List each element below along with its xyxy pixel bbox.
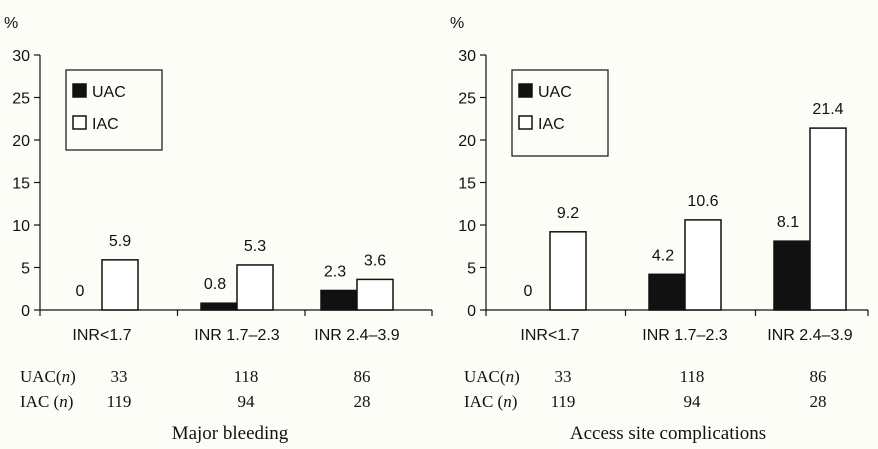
data-label-uac: 8.1: [777, 214, 799, 231]
data-label-iac: 9.2: [557, 205, 579, 222]
n-table-row-label: IAC (n): [20, 392, 73, 411]
bar-iac-inr-1-7-2-3: [236, 264, 274, 311]
y-tick-label: 5: [21, 261, 30, 278]
y-tick-label: 15: [458, 176, 476, 193]
bar-iac-inr-1-7: [101, 259, 139, 311]
y-tick-label: 15: [12, 176, 30, 193]
n-table-value: 119: [107, 392, 132, 411]
y-tick-label: 20: [458, 133, 476, 150]
chart-caption: Access site complications: [570, 423, 766, 444]
n-table-label-suffix: ): [70, 367, 76, 386]
n-table-value: 28: [354, 392, 371, 411]
y-tick-label: 25: [458, 91, 476, 108]
bar-uac-inr-1-7-2-3: [648, 273, 686, 311]
data-label-uac: 0: [524, 283, 533, 300]
y-tick-label: 10: [458, 218, 476, 235]
data-label-uac: 0.8: [204, 276, 226, 293]
x-tick-label: INR 2.4–3.9: [767, 327, 852, 344]
legend-swatch-uac: [72, 83, 87, 98]
legend-label-uac: UAC: [92, 84, 126, 101]
data-label-iac: 5.3: [244, 238, 266, 255]
data-label-uac: 0: [76, 283, 85, 300]
n-table-value: 118: [234, 367, 259, 386]
n-table-value: 33: [555, 367, 572, 386]
n-table-label-prefix: UAC(: [20, 367, 62, 386]
y-tick-label: 30: [12, 48, 30, 65]
n-table-value: 28: [810, 392, 827, 411]
n-table-label-suffix: ): [514, 367, 520, 386]
x-tick-label: INR 2.4–3.9: [314, 327, 399, 344]
y-tick-label: 30: [458, 48, 476, 65]
n-table-row-label: UAC(n): [20, 367, 76, 386]
data-label-iac: 21.4: [812, 101, 843, 118]
y-unit-label: %: [450, 15, 464, 32]
legend-label-iac: IAC: [92, 116, 119, 133]
chart-panel-major-bleeding: % 0 5 10 15 20 25 30 INR<1.7 INR 1.7–2.3 INR 2.4–3…: [4, 15, 433, 444]
n-table-label-var: n: [503, 392, 512, 411]
x-tick-label: INR 1.7–2.3: [642, 327, 727, 344]
n-table-label-prefix: IAC (: [464, 392, 504, 411]
n-table-label-var: n: [506, 367, 515, 386]
chart-panel-access-site-complications: % 0 5 10 15 20 25 30 INR<1.7 INR 1.7–2.3 INR 2.4–3…: [450, 15, 869, 444]
n-table-value: 86: [810, 367, 827, 386]
data-label-iac: 5.9: [109, 233, 131, 250]
n-table-value: 94: [238, 392, 256, 411]
legend-label-uac: UAC: [538, 84, 572, 101]
bar-uac-inr-2-4-3-9: [320, 289, 358, 311]
bar-iac-inr-2-4-3-9: [809, 127, 847, 311]
x-tick-label: INR<1.7: [520, 327, 579, 344]
n-table-value: 119: [551, 392, 576, 411]
legend-box: [65, 69, 163, 151]
bar-iac-inr-1-7: [549, 231, 587, 311]
y-tick-label: 10: [12, 218, 30, 235]
legend: UAC IAC: [65, 69, 163, 151]
chart-caption: Major bleeding: [172, 423, 289, 444]
y-unit-label: %: [4, 15, 18, 32]
y-tick-label: 20: [12, 133, 30, 150]
n-table-label-prefix: UAC(: [464, 367, 506, 386]
n-table-label-var: n: [59, 392, 68, 411]
n-table-label-suffix: ): [512, 392, 518, 411]
legend-swatch-uac: [518, 83, 533, 98]
n-table-value: 94: [684, 392, 702, 411]
data-label-iac: 3.6: [364, 252, 386, 269]
data-label-uac: 4.2: [652, 247, 674, 264]
data-label-iac: 10.6: [687, 193, 718, 210]
data-label-uac: 2.3: [324, 263, 346, 280]
legend-swatch-iac: [72, 115, 87, 130]
y-tick-label: 25: [12, 91, 30, 108]
n-table-label-suffix: ): [68, 392, 74, 411]
y-tick-label: 5: [467, 261, 476, 278]
legend-swatch-iac: [518, 115, 533, 130]
n-table-label-var: n: [62, 367, 71, 386]
y-tick-label: 0: [21, 303, 30, 320]
bar-iac-inr-1-7-2-3: [684, 219, 722, 311]
n-table-value: 118: [680, 367, 705, 386]
y-tick-label: 0: [467, 303, 476, 320]
x-tick-label: INR<1.7: [72, 327, 131, 344]
x-tick-label: INR 1.7–2.3: [194, 327, 279, 344]
legend-label-iac: IAC: [538, 116, 565, 133]
n-table-row-label: UAC(n): [464, 367, 520, 386]
n-table-value: 33: [111, 367, 128, 386]
legend: UAC IAC: [511, 69, 609, 157]
bar-iac-inr-2-4-3-9: [356, 278, 394, 311]
legend-box: [511, 69, 609, 157]
n-table-value: 86: [354, 367, 371, 386]
bar-uac-inr-1-7-2-3: [200, 302, 238, 311]
bar-uac-inr-2-4-3-9: [773, 240, 811, 311]
n-table-label-prefix: IAC (: [20, 392, 60, 411]
n-table-row-label: IAC (n): [464, 392, 517, 411]
